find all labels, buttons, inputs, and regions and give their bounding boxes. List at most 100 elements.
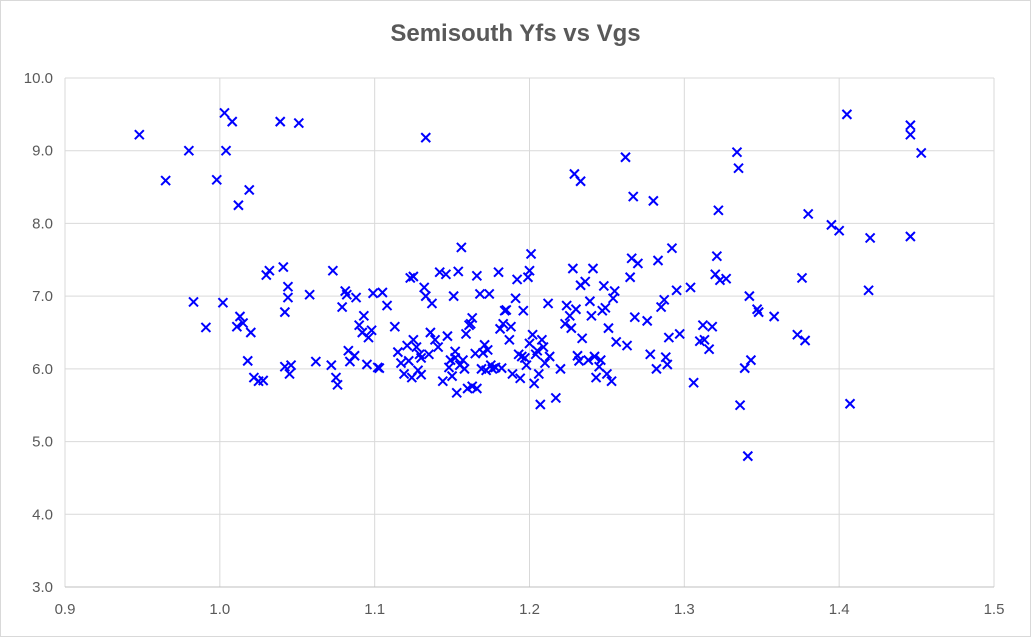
data-point: [590, 372, 602, 383]
data-point: [510, 293, 521, 304]
data-point: [744, 290, 755, 302]
data-point: [456, 242, 467, 253]
data-point: [493, 266, 504, 278]
data-point: [598, 280, 610, 292]
data-point: [282, 292, 294, 303]
data-point: [603, 322, 614, 334]
data-point: [332, 379, 343, 391]
data-point: [374, 362, 385, 374]
data-point: [559, 318, 571, 329]
data-point: [504, 334, 515, 345]
data-point: [570, 304, 582, 315]
data-point: [863, 285, 874, 296]
data-point: [482, 344, 493, 356]
y-tick-label: 10.0: [24, 70, 53, 87]
data-point: [826, 219, 837, 231]
data-point: [264, 265, 275, 276]
data-point: [353, 320, 365, 331]
y-tick-label: 3.0: [32, 579, 53, 596]
data-point: [257, 375, 269, 386]
y-tick-label: 6.0: [32, 361, 53, 378]
data-point: [434, 266, 445, 278]
data-point: [242, 355, 253, 367]
data-point: [671, 285, 682, 296]
data-point: [525, 248, 537, 260]
data-point: [580, 276, 591, 287]
data-point: [501, 304, 512, 316]
data-point: [538, 341, 549, 353]
data-point: [697, 320, 709, 331]
data-point: [358, 310, 370, 321]
data-point: [651, 363, 662, 375]
data-point: [595, 354, 606, 366]
data-point: [432, 341, 444, 353]
data-point: [521, 360, 532, 371]
data-point: [662, 359, 673, 370]
data-point: [535, 399, 546, 410]
data-point: [753, 306, 764, 318]
data-point: [275, 116, 286, 127]
data-point: [516, 351, 527, 362]
data-point: [841, 109, 853, 120]
data-point: [542, 298, 554, 309]
data-point: [532, 345, 543, 356]
data-point: [739, 362, 750, 374]
data-point: [188, 296, 199, 308]
data-point: [621, 340, 633, 351]
data-point: [336, 301, 348, 313]
data-point: [688, 377, 699, 388]
data-point: [453, 266, 464, 277]
data-point: [663, 332, 675, 343]
data-point: [792, 329, 803, 340]
data-point: [733, 162, 744, 174]
data-point: [584, 296, 596, 307]
data-point: [833, 225, 845, 236]
data-point: [539, 357, 551, 369]
data-point: [768, 311, 780, 322]
data-point: [426, 298, 438, 309]
data-point: [606, 376, 617, 387]
data-point: [796, 272, 808, 284]
data-point: [420, 132, 431, 143]
data-point: [567, 263, 579, 274]
x-tick-label: 1.1: [364, 601, 385, 618]
data-point: [451, 387, 462, 399]
data-point: [685, 282, 696, 293]
data-point: [310, 356, 322, 367]
data-point: [645, 349, 656, 360]
x-tick-label: 1.5: [984, 601, 1005, 618]
data-point: [395, 357, 407, 369]
data-point: [742, 450, 754, 462]
data-point: [745, 354, 757, 366]
x-tick-label: 1.2: [519, 601, 540, 618]
data-point: [279, 306, 291, 318]
data-point: [610, 336, 622, 348]
data-point: [905, 231, 916, 242]
data-point: [731, 146, 743, 158]
data-point: [285, 360, 297, 371]
data-point: [484, 288, 495, 300]
data-point: [600, 302, 611, 313]
data-point: [609, 285, 620, 297]
data-point: [561, 300, 572, 311]
data-point: [233, 200, 244, 211]
data-point: [160, 175, 171, 186]
data-point: [392, 346, 404, 358]
data-point: [844, 398, 856, 409]
data-point: [231, 321, 243, 332]
data-point: [446, 370, 458, 382]
y-tick-label: 7.0: [32, 288, 53, 305]
data-point: [583, 354, 594, 366]
data-point: [134, 129, 145, 140]
data-point: [467, 312, 478, 324]
data-point: [799, 335, 811, 346]
data-point: [703, 344, 715, 355]
data-point: [601, 368, 613, 380]
data-point: [573, 355, 585, 367]
data-point: [405, 272, 416, 284]
data-point: [474, 288, 486, 300]
data-point: [367, 288, 379, 299]
data-point: [699, 334, 710, 345]
data-point: [350, 292, 362, 303]
data-point: [494, 323, 506, 335]
